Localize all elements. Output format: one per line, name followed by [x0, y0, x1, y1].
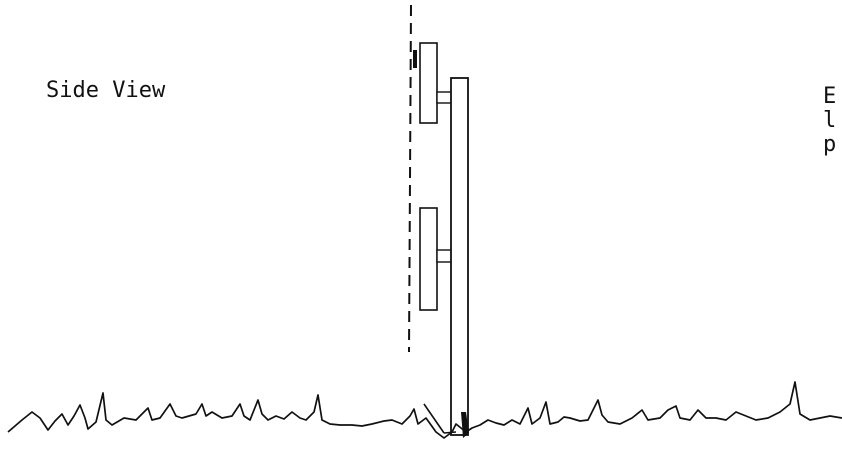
cut-off-label-letter: l	[823, 108, 837, 133]
cut-off-label-letter: p	[823, 132, 837, 157]
cut-off-label-letter: E	[823, 84, 837, 109]
sign-post	[450, 77, 469, 436]
dashed-reference-line	[408, 4, 412, 353]
lower-sign-panel	[419, 207, 438, 311]
side-view-label: Side View	[46, 78, 166, 103]
ground-line	[7, 381, 842, 439]
post-brace-left	[423, 403, 445, 434]
upper-sign-panel	[419, 42, 438, 124]
